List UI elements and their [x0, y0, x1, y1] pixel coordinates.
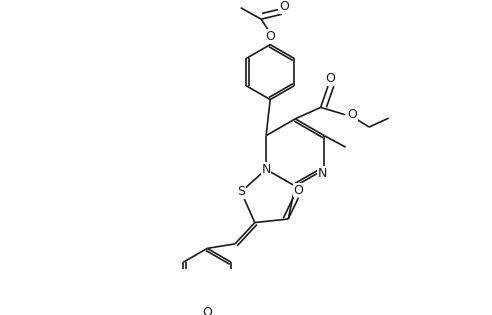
Text: O: O: [202, 306, 212, 315]
Text: O: O: [294, 184, 304, 197]
Text: N: N: [318, 167, 327, 180]
Text: O: O: [279, 0, 289, 13]
Text: O: O: [265, 30, 275, 43]
Text: N: N: [261, 163, 271, 176]
Text: S: S: [237, 185, 245, 198]
Text: O: O: [348, 108, 358, 121]
Text: O: O: [325, 72, 335, 85]
